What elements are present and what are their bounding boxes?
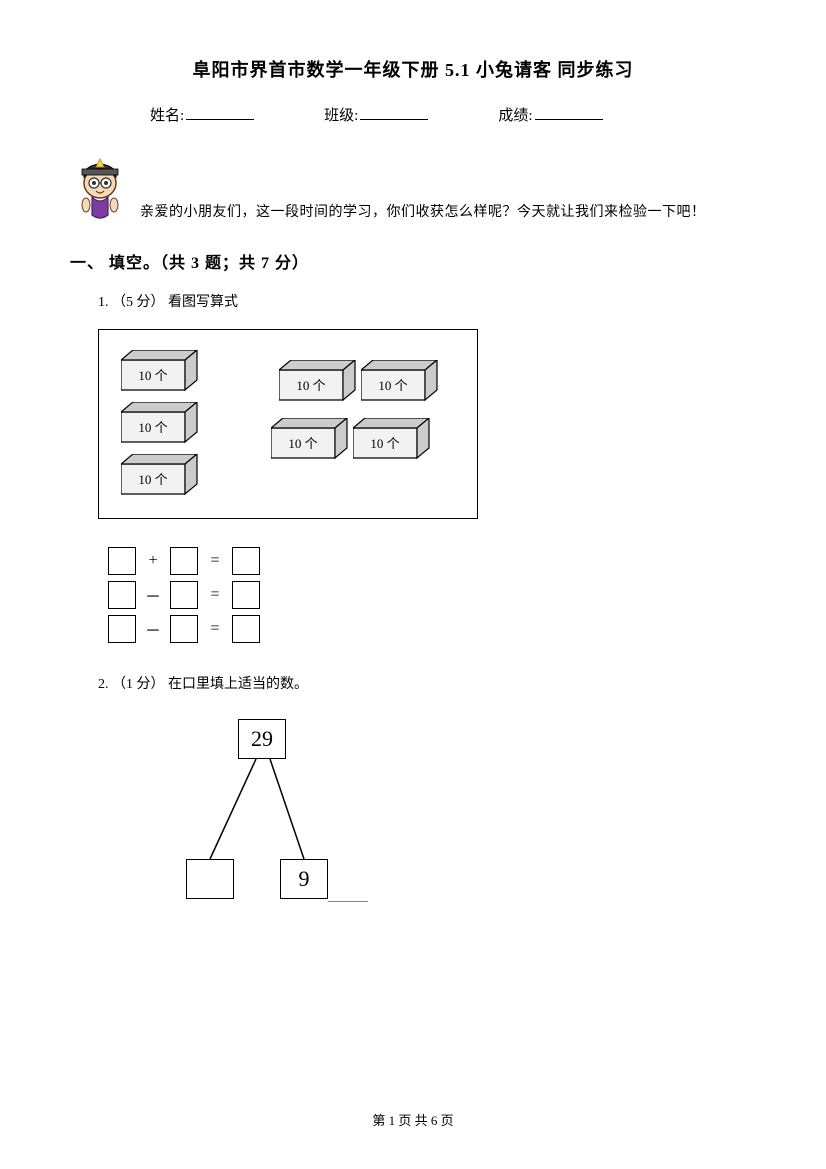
q1-box-4: 10 个 [361,360,433,394]
q2-left-box[interactable] [186,859,234,899]
question-1: 1. （5 分） 看图写算式 10 个10 个10 个10 个10 个10 个1… [98,291,756,643]
q1-equation-row-2: －= [108,615,756,643]
svg-text:10 个: 10 个 [370,436,399,451]
eq-operand-a[interactable] [108,547,136,575]
eq-operand-a[interactable] [108,581,136,609]
q1-equation-row-0: += [108,547,756,575]
q2-prompt: 2. （1 分） 在口里填上适当的数。 [98,673,756,693]
name-label: 姓名: [150,104,184,125]
score-label: 成绩: [498,104,532,125]
eq-operand-b[interactable] [170,615,198,643]
eq-operator: + [136,552,170,570]
eq-equals: = [198,620,232,638]
eq-result[interactable] [232,581,260,609]
svg-text:10 个: 10 个 [378,378,407,393]
intro-text: 亲爱的小朋友们，这一段时间的学习，你们收获怎么样呢？今天就让我们来检验一下吧！ [140,201,706,225]
intro-row: 亲爱的小朋友们，这一段时间的学习，你们收获怎么样呢？今天就让我们来检验一下吧！ [70,155,756,225]
q2-top-box: 29 [238,719,286,759]
svg-text:10 个: 10 个 [138,472,167,487]
score-field: 成绩: [498,104,602,125]
q1-box-5: 10 个 [271,418,343,452]
q2-right-box: 9 [280,859,328,899]
q1-box-6: 10 个 [353,418,425,452]
eq-operator: － [136,617,170,641]
page-footer: 第 1 页 共 6 页 [0,1110,826,1129]
eq-result[interactable] [232,547,260,575]
class-field: 班级: [324,104,428,125]
q1-equation-block: +=－=－= [108,547,756,643]
q1-diagram-frame: 10 个 10 个 10 个 10 个 10 个 10 个 10 个 [98,329,478,519]
svg-text:10 个: 10 个 [288,436,317,451]
eq-result[interactable] [232,615,260,643]
score-blank[interactable] [535,106,603,120]
svg-text:10 个: 10 个 [296,378,325,393]
q1-equation-row-1: －= [108,581,756,609]
class-label: 班级: [324,104,358,125]
eq-equals: = [198,586,232,604]
svg-text:10 个: 10 个 [138,420,167,435]
eq-operator: － [136,583,170,607]
name-field: 姓名: [150,104,254,125]
question-2: 2. （1 分） 在口里填上适当的数。 29 9 [98,673,756,911]
svg-text:10 个: 10 个 [138,368,167,383]
eq-operand-b[interactable] [170,581,198,609]
q1-box-2: 10 个 [121,454,193,488]
eq-equals: = [198,552,232,570]
eq-operand-a[interactable] [108,615,136,643]
q1-box-0: 10 个 [121,350,193,384]
class-blank[interactable] [360,106,428,120]
mascot-icon [70,155,130,225]
name-blank[interactable] [186,106,254,120]
q2-underline [328,901,368,902]
section-1-heading: 一、 填空。（共 3 题；共 7 分） [70,249,756,273]
q1-box-1: 10 个 [121,402,193,436]
page-title: 阜阳市界首市数学一年级下册 5.1 小兔请客 同步练习 [70,56,756,82]
q1-prompt: 1. （5 分） 看图写算式 [98,291,756,311]
eq-operand-b[interactable] [170,547,198,575]
q2-number-bond: 29 9 [168,711,368,911]
student-info-row: 姓名: 班级: 成绩: [70,104,756,125]
q1-box-3: 10 个 [279,360,351,394]
